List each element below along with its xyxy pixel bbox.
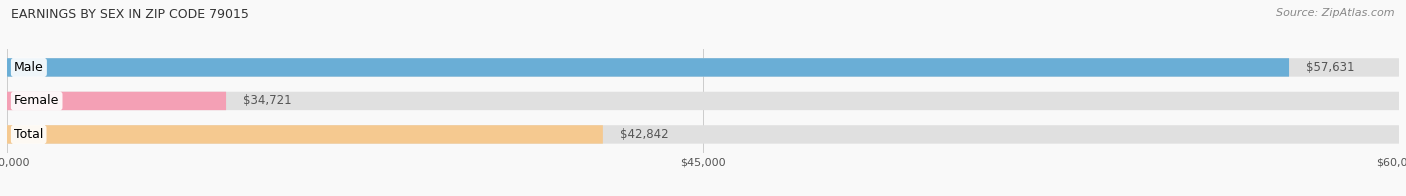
Text: Total: Total	[14, 128, 44, 141]
Text: $57,631: $57,631	[1306, 61, 1354, 74]
Text: Source: ZipAtlas.com: Source: ZipAtlas.com	[1277, 8, 1395, 18]
Text: $34,721: $34,721	[243, 94, 291, 107]
Text: $42,842: $42,842	[620, 128, 668, 141]
FancyBboxPatch shape	[7, 125, 603, 144]
Text: Female: Female	[14, 94, 59, 107]
FancyBboxPatch shape	[7, 58, 1289, 77]
FancyBboxPatch shape	[7, 125, 1399, 144]
Text: Male: Male	[14, 61, 44, 74]
FancyBboxPatch shape	[7, 92, 226, 110]
FancyBboxPatch shape	[7, 58, 1399, 77]
Text: EARNINGS BY SEX IN ZIP CODE 79015: EARNINGS BY SEX IN ZIP CODE 79015	[11, 8, 249, 21]
FancyBboxPatch shape	[7, 92, 1399, 110]
